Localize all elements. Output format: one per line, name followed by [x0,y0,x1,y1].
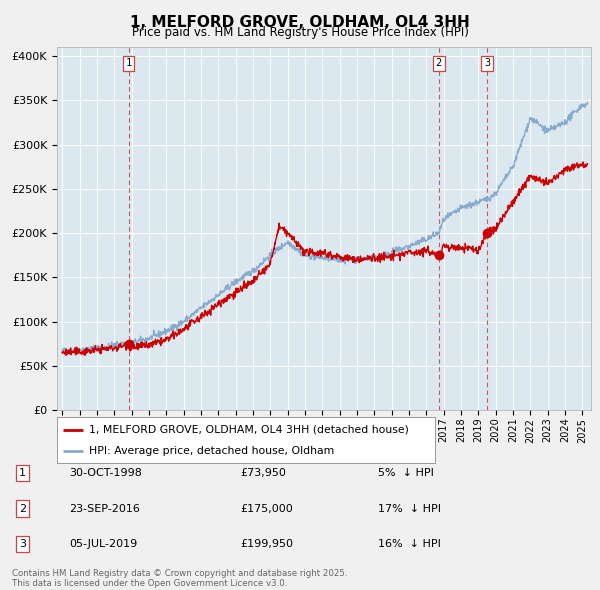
Text: 1, MELFORD GROVE, OLDHAM, OL4 3HH (detached house): 1, MELFORD GROVE, OLDHAM, OL4 3HH (detac… [89,425,409,435]
Text: 3: 3 [484,58,490,68]
Text: £175,000: £175,000 [240,504,293,513]
Text: 5%  ↓ HPI: 5% ↓ HPI [378,468,434,478]
Text: 17%  ↓ HPI: 17% ↓ HPI [378,504,441,513]
Text: 30-OCT-1998: 30-OCT-1998 [69,468,142,478]
Text: 05-JUL-2019: 05-JUL-2019 [69,539,137,549]
Text: 16%  ↓ HPI: 16% ↓ HPI [378,539,441,549]
Text: Price paid vs. HM Land Registry's House Price Index (HPI): Price paid vs. HM Land Registry's House … [131,26,469,39]
Text: £73,950: £73,950 [240,468,286,478]
Text: £199,950: £199,950 [240,539,293,549]
Text: 1: 1 [19,468,26,478]
Text: 3: 3 [19,539,26,549]
Text: HPI: Average price, detached house, Oldham: HPI: Average price, detached house, Oldh… [89,445,334,455]
Text: Contains HM Land Registry data © Crown copyright and database right 2025.
This d: Contains HM Land Registry data © Crown c… [12,569,347,588]
Text: 2: 2 [436,58,442,68]
Text: 1, MELFORD GROVE, OLDHAM, OL4 3HH: 1, MELFORD GROVE, OLDHAM, OL4 3HH [130,15,470,30]
Text: 1: 1 [125,58,132,68]
Text: 23-SEP-2016: 23-SEP-2016 [69,504,140,513]
Text: 2: 2 [19,504,26,513]
